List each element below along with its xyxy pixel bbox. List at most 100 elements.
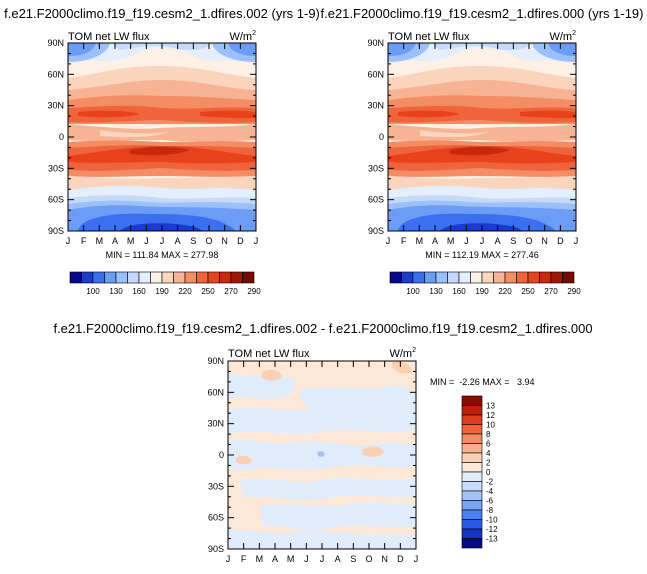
- x-tick-label: J: [386, 236, 391, 246]
- panel-1-nh-band-4: [68, 105, 256, 123]
- x-tick-label: F: [401, 236, 407, 246]
- y-tick-label: 90N: [367, 38, 384, 48]
- colorbar-label: -8: [486, 506, 494, 515]
- colorbar-label: 130: [109, 287, 123, 296]
- x-tick-label: M: [256, 554, 264, 564]
- panel-2-nh-band-5b: [520, 110, 576, 118]
- panel-2-south-5: [398, 213, 556, 231]
- x-tick-label: A: [175, 236, 181, 246]
- x-tick-label: A: [495, 236, 501, 246]
- panel-2-stats: MIN = 112.19 MAX = 277.46: [425, 250, 538, 260]
- colorbar-swatch: [219, 271, 232, 284]
- panel-3-blue-patch-5: [240, 478, 416, 500]
- y-tick-label: 30S: [208, 481, 224, 491]
- x-tick-label: N: [381, 554, 388, 564]
- colorbar-swatch: [230, 271, 243, 284]
- colorbar-label: 270: [224, 287, 238, 296]
- colorbar-swatch: [461, 481, 483, 492]
- y-tick-label: 0: [59, 132, 64, 142]
- colorbar-swatch: [104, 271, 117, 284]
- x-tick-label: S: [510, 236, 516, 246]
- colorbar-label: 190: [155, 287, 169, 296]
- y-tick-label: 90N: [207, 356, 224, 366]
- x-tick-label: M: [96, 236, 104, 246]
- x-tick-label: N: [221, 236, 228, 246]
- panel-3-heatmap: [228, 361, 416, 549]
- y-tick-label: 60S: [208, 513, 224, 523]
- y-tick-label: 90S: [208, 544, 224, 554]
- colorbar-label: 160: [132, 287, 146, 296]
- colorbar-swatch: [412, 271, 425, 284]
- colorbar-label: 190: [475, 287, 489, 296]
- x-tick-label: O: [365, 554, 372, 564]
- colorbar-swatch: [458, 271, 471, 284]
- y-tick-label: 90S: [48, 226, 64, 236]
- colorbar-swatch: [401, 271, 414, 284]
- x-tick-label: A: [272, 554, 278, 564]
- x-tick-label: J: [254, 236, 259, 246]
- panel-3-title: f.e21.F2000climo.f19_f19.cesm2_1.dfires.…: [53, 321, 592, 336]
- y-tick-label: 30S: [48, 163, 64, 173]
- panel-2-nh-band-5: [398, 110, 460, 118]
- colorbar-label: -2: [486, 478, 494, 487]
- colorbar-swatch: [461, 500, 483, 511]
- colorbar-swatch: [516, 271, 529, 284]
- panel-2-north-cool-right-2: [548, 43, 576, 56]
- x-tick-label: A: [432, 236, 438, 246]
- colorbar-swatch: [461, 433, 483, 444]
- colorbar-swatch: [435, 271, 448, 284]
- colorbar-swatch: [481, 271, 494, 284]
- panel-2-title: f.e21.F2000climo.f19_f19.cesm2_1.dfires.…: [320, 6, 643, 21]
- colorbar-label: 220: [498, 287, 512, 296]
- colorbar-swatch: [504, 271, 517, 284]
- panel-1-north-cool-right-2: [228, 43, 256, 56]
- panel-2-nh-band-4: [388, 105, 576, 123]
- panel-2-y-axis: 90N 60N 30N 0 30S 60S 90S: [367, 38, 576, 236]
- colorbar-label: 130: [429, 287, 443, 296]
- x-tick-label: F: [241, 554, 247, 564]
- colorbar-swatch: [447, 271, 460, 284]
- x-tick-label: D: [557, 236, 564, 246]
- colorbar-swatch: [461, 452, 483, 463]
- colorbar-label: 290: [567, 287, 581, 296]
- panel-2: f.e21.F2000climo.f19_f19.cesm2_1.dfires.…: [320, 6, 643, 296]
- x-tick-label: J: [414, 554, 419, 564]
- colorbar-swatch: [461, 443, 483, 454]
- colorbar-swatch: [562, 271, 575, 284]
- colorbar-swatch: [527, 271, 540, 284]
- x-tick-label: J: [464, 236, 469, 246]
- y-tick-label: 30N: [47, 101, 64, 111]
- colorbar-swatch: [539, 271, 552, 284]
- colorbar-label: 6: [486, 440, 491, 449]
- x-tick-label: D: [237, 236, 244, 246]
- colorbar-swatch: [461, 405, 483, 416]
- x-tick-label: M: [416, 236, 424, 246]
- colorbar-swatch: [461, 490, 483, 501]
- colorbar-label: 100: [406, 287, 420, 296]
- x-tick-label: F: [81, 236, 87, 246]
- colorbar-label: 250: [521, 287, 535, 296]
- panel-1-eq-gap-2: [100, 130, 170, 138]
- panel-3-blue-patch-2: [299, 385, 416, 413]
- panel-1-title: f.e21.F2000climo.f19_f19.cesm2_1.dfires.…: [4, 6, 320, 21]
- x-tick-label: S: [350, 554, 356, 564]
- colorbar-swatch: [207, 271, 220, 284]
- panel-3-warm-spot-1: [262, 369, 282, 381]
- colorbar-swatch: [461, 424, 483, 435]
- x-tick-label: J: [320, 554, 325, 564]
- x-tick-label: J: [66, 236, 71, 246]
- x-tick-label: J: [160, 236, 165, 246]
- panel-3-warm-spot-2: [362, 446, 384, 457]
- panel-1-north-cool-left-2: [68, 43, 96, 56]
- colorbar-swatch: [470, 271, 483, 284]
- colorbar-swatch: [115, 271, 128, 284]
- y-tick-label: 60N: [207, 387, 224, 397]
- colorbar-label: 8: [486, 430, 491, 439]
- y-tick-label: 90N: [47, 38, 64, 48]
- panel-1-variable-label: TOM net LW flux: [68, 31, 150, 43]
- colorbar-swatch: [461, 538, 483, 549]
- panel-3: f.e21.F2000climo.f19_f19.cesm2_1.dfires.…: [53, 321, 592, 564]
- x-tick-label: J: [480, 236, 485, 246]
